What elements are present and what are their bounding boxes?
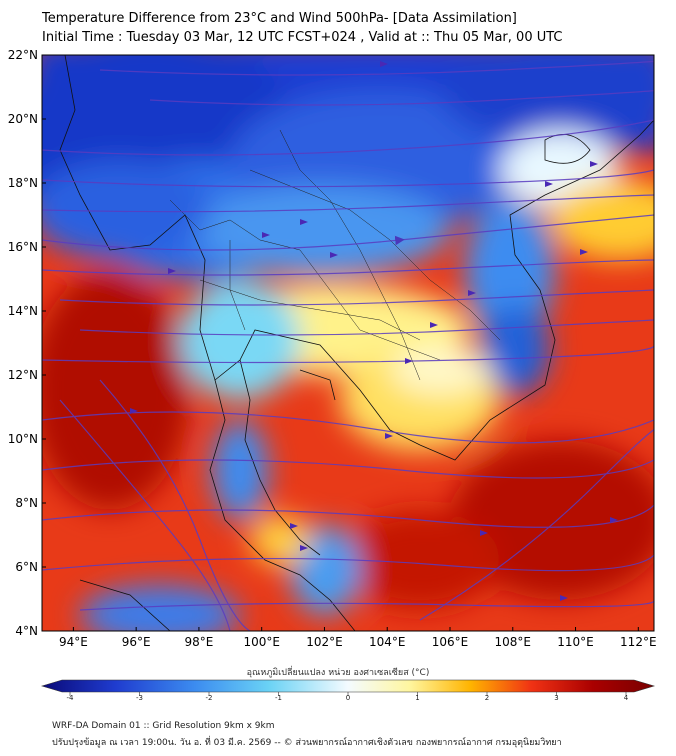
latitude-labels: 22°N 20°N 18°N 16°N 14°N 12°N 10°N 8°N 6°N 4°N — [8, 48, 38, 638]
lon-label: 94°E — [59, 635, 88, 649]
lat-label: 14°N — [8, 304, 38, 318]
colorbar-tick-label: 2 — [485, 694, 489, 702]
lat-label: 18°N — [8, 176, 38, 190]
colorbar-tick-label: -3 — [136, 694, 143, 702]
lon-label: 102°E — [306, 635, 343, 649]
wind-streamlines — [42, 60, 654, 631]
lon-label: 110°E — [557, 635, 594, 649]
lat-label: 20°N — [8, 112, 38, 126]
footer-model-info: WRF-DA Domain 01 :: Grid Resolution 9km … — [52, 721, 275, 731]
lon-label: 112°E — [620, 635, 657, 649]
longitude-labels: 94°E 96°E 98°E 100°E 102°E 104°E 106°E 108°E 110… — [59, 635, 657, 649]
lat-label: 6°N — [15, 560, 38, 574]
colorbar-tick-label: 0 — [346, 694, 350, 702]
lon-label: 96°E — [122, 635, 151, 649]
map-title: Temperature Difference from 23°C and Win… — [42, 11, 517, 26]
map-frame — [41, 54, 655, 632]
lon-label: 108°E — [495, 635, 532, 649]
lon-label: 98°E — [184, 635, 213, 649]
lon-label: 104°E — [369, 635, 406, 649]
country-borders — [169, 129, 501, 381]
footer-credit: ปรับปรุงข้อมูล ณ เวลา 19:00น. วัน อ. ที่… — [52, 738, 562, 748]
colorbar-tick-label: 1 — [415, 694, 419, 702]
colorbar: -4 -3 -2 -1 0 1 2 3 4 — [40, 679, 656, 702]
lat-label: 16°N — [8, 240, 38, 254]
axis-ticks — [42, 54, 639, 632]
lat-label: 4°N — [15, 624, 38, 638]
lat-label: 12°N — [8, 368, 38, 382]
lat-label: 8°N — [15, 496, 38, 510]
lat-label: 22°N — [8, 48, 38, 62]
lon-label: 106°E — [432, 635, 469, 649]
lat-label: 10°N — [8, 432, 38, 446]
coastlines — [59, 55, 654, 631]
colorbar-tick-label: 4 — [624, 694, 629, 702]
colorbar-ticks: -4 -3 -2 -1 0 1 2 3 4 — [67, 692, 629, 702]
lon-label: 100°E — [243, 635, 280, 649]
map-subtitle-initial-time: Initial Time : Tuesday 03 Mar, 12 UTC FC… — [42, 30, 563, 45]
wind-arrowheads — [130, 61, 618, 601]
colorbar-title: อุณหภูมิเปลี่ยนแปลง หน่วย องศาเซลเซียส (… — [246, 668, 430, 678]
colorbar-tick-label: -4 — [67, 694, 75, 702]
colorbar-tick-label: -2 — [206, 694, 213, 702]
colorbar-tick-label: 3 — [554, 694, 558, 702]
temperature-field — [42, 55, 654, 631]
colorbar-tick-label: -1 — [275, 694, 282, 702]
